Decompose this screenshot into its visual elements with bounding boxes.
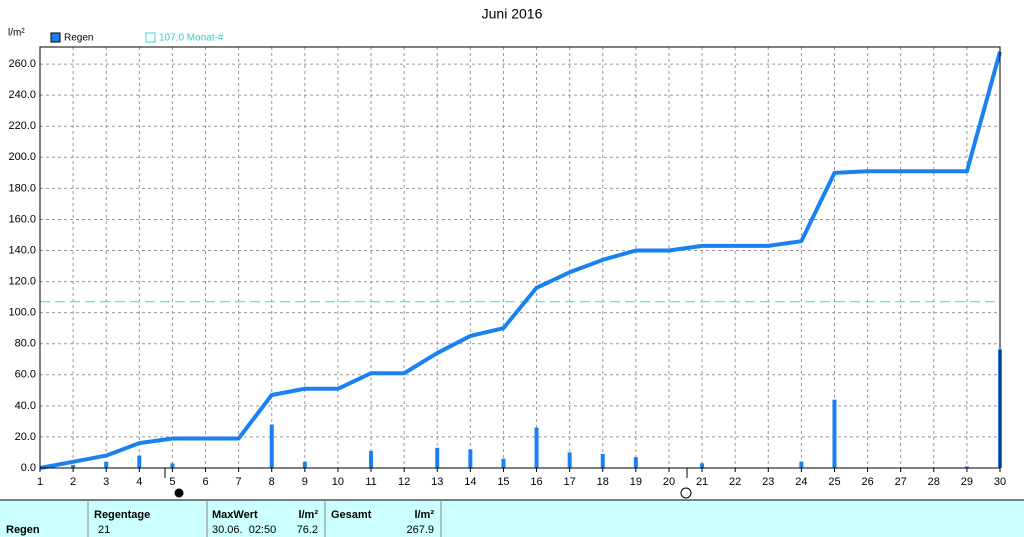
x-tick-label: 29 [961,476,973,488]
table-header: l/m² [414,509,434,521]
y-tick-label: 40.0 [15,400,36,412]
bar [137,455,142,468]
x-tick-label: 19 [630,476,642,488]
y-tick-label: 240.0 [8,89,36,101]
x-tick-label: 8 [269,476,275,488]
x-tick-label: 12 [398,476,410,488]
table-bg [0,500,1024,537]
bar [302,461,307,468]
legend-label: 107,0 Monat-# [159,33,224,44]
x-tick-label: 25 [828,476,840,488]
bar [534,427,539,468]
x-tick-label: 13 [431,476,443,488]
bar [700,463,705,468]
table-header: MaxWert [212,509,258,521]
x-tick-label: 5 [169,476,175,488]
x-tick-label: 9 [302,476,308,488]
x-tick-label: 18 [597,476,609,488]
footer-table: Regen Regentage MaxWert l/m² Gesamt l/m²… [0,499,1024,537]
x-tick-label: 28 [928,476,940,488]
y-tick-label: 180.0 [8,182,36,194]
x-tick-label: 17 [564,476,576,488]
bar [832,399,837,468]
cumulative-line [39,51,1002,470]
table-cell: 76.2 [297,524,318,536]
bar [369,450,374,468]
y-tick-label: 140.0 [8,244,36,256]
x-tick-label: 4 [136,476,142,488]
moon-new [680,487,692,499]
x-tick-label: 6 [202,476,208,488]
y-tick-label: 60.0 [15,369,36,381]
x-tick-label: 22 [729,476,741,488]
x-tick-label: 7 [236,476,242,488]
plot-frame [39,46,1001,469]
x-tick-label: 23 [762,476,774,488]
x-tick-label: 21 [696,476,708,488]
x-tick-label: 16 [530,476,542,488]
x-tick-label: 2 [70,476,76,488]
x-tick-label: 26 [861,476,873,488]
bar [567,452,572,468]
y-tick-label: 100.0 [8,307,36,319]
x-tick-label: 15 [497,476,509,488]
x-tick-label: 20 [663,476,675,488]
legend-swatch [50,32,61,43]
bar [104,461,109,468]
bar [71,464,76,468]
bar [468,449,473,468]
x-tick-label: 27 [895,476,907,488]
x-tick-label: 11 [365,476,376,488]
table-cell: 30.06. 02:50 [212,524,276,536]
y-tick-label: 0.0 [21,462,36,474]
bar [964,466,969,468]
y-tick-label: 260.0 [8,58,36,70]
bar [633,457,638,468]
y-tick-label: 200.0 [8,151,36,163]
bar [269,424,274,468]
chart-title: Juni 2016 [482,6,543,22]
x-tick-label: 1 [37,476,43,488]
y-tick-label: 120.0 [8,275,36,287]
table-header: Regentage [94,509,150,521]
x-tick-label: 10 [332,476,344,488]
legend-swatch [145,32,156,43]
moon-full [174,488,184,498]
y-tick-label: 80.0 [15,338,36,350]
y-tick-label: 20.0 [15,431,36,443]
x-tick-label: 14 [464,476,476,488]
x-tick-label: 30 [994,476,1006,488]
plot-area: 0.0 20.0 40.0 60.0 80.0 100.0 120.0 140.0 160.0 1… [8,47,1006,488]
table-header: Gesamt [331,509,372,521]
y-unit: l/m² [8,28,25,39]
bar [170,463,175,468]
y-tick-label: 220.0 [8,120,36,132]
bar [435,447,440,468]
table-header: l/m² [298,509,318,521]
row-label: Regen [6,524,40,536]
x-tick-label: 24 [795,476,807,488]
x-tick-label: 3 [103,476,109,488]
legend-label: Regen [64,33,93,44]
y-tick-label: 160.0 [8,213,36,225]
bar [600,454,605,468]
bar [501,458,506,468]
table-cell: 21 [98,524,110,536]
bar [799,461,804,468]
table-cell: 267.9 [406,524,434,536]
